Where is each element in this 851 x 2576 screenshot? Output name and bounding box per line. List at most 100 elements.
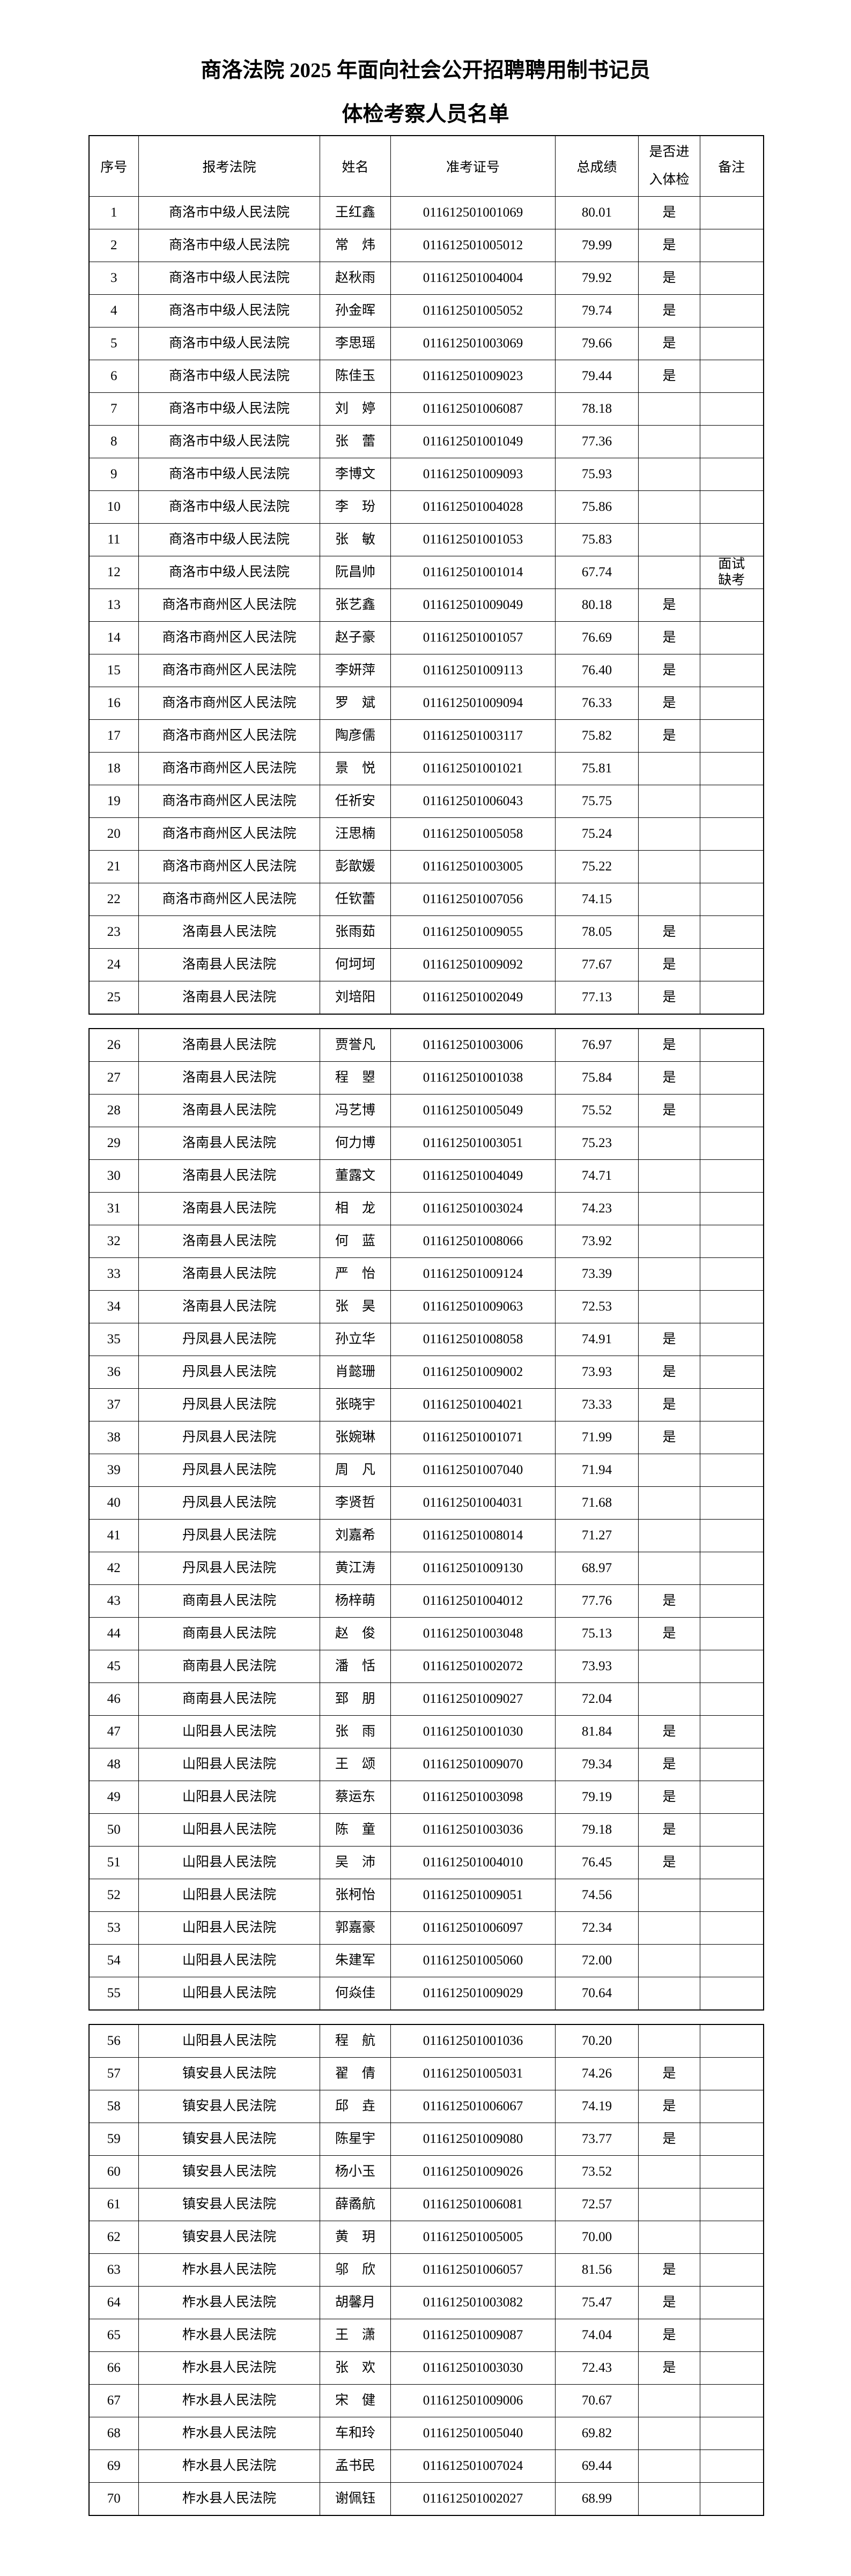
cell-score: 72.57 <box>555 2188 639 2221</box>
cell-medical <box>638 1977 700 2011</box>
cell-score: 75.52 <box>555 1094 639 1127</box>
table-row: 15 商洛市商州区人民法院 李妍萍 011612501009113 76.40 是 <box>88 654 764 687</box>
table-row: 16 商洛市商州区人民法院罗 斌 011612501009094 76.33 是 <box>88 687 764 720</box>
table-row: 44 商南县人民法院赵 俊 011612501003048 75.13 是 <box>88 1617 764 1650</box>
cell-name: 刘嘉希 <box>320 1519 391 1552</box>
cell-no: 34 <box>88 1290 139 1323</box>
cell-ticket: 011612501009063 <box>390 1290 556 1323</box>
table-row: 27 洛南县人民法院程 曌 011612501001038 75.84 是 <box>88 1061 764 1095</box>
table-row: 59 镇安县人民法院 陈星宇 011612501009080 73.77 是 <box>88 2123 764 2156</box>
cell-ticket: 011612501009080 <box>390 2123 556 2156</box>
cell-ticket: 011612501003030 <box>390 2351 556 2385</box>
cell-remark <box>700 1323 764 1356</box>
cell-ticket: 011612501009092 <box>390 948 556 981</box>
cell-court: 柞水县人民法院 <box>138 2450 320 2483</box>
cell-remark <box>700 883 764 916</box>
cell-no: 1 <box>88 196 139 229</box>
table-row: 31 洛南县人民法院相 龙 011612501003024 74.23 <box>88 1192 764 1225</box>
cell-medical: 是 <box>638 2057 700 2090</box>
cell-ticket: 011612501006087 <box>390 392 556 426</box>
cell-medical: 是 <box>638 621 700 654</box>
cell-score: 75.84 <box>555 1061 639 1095</box>
cell-medical <box>638 425 700 458</box>
cell-no: 68 <box>88 2417 139 2450</box>
cell-remark <box>700 1519 764 1552</box>
cell-court: 柞水县人民法院 <box>138 2319 320 2352</box>
cell-remark <box>700 2090 764 2123</box>
cell-ticket: 011612501002027 <box>390 2482 556 2516</box>
cell-remark <box>700 1977 764 2011</box>
cell-remark <box>700 1028 764 1062</box>
column-header-no: 序号 <box>88 135 139 197</box>
cell-remark <box>700 2351 764 2385</box>
cell-no: 22 <box>88 883 139 916</box>
table-row: 13 商洛市商州区人民法院 张艺鑫 011612501009049 80.18 是 <box>88 589 764 622</box>
cell-no: 48 <box>88 1748 139 1781</box>
cell-no: 37 <box>88 1388 139 1421</box>
cell-no: 54 <box>88 1944 139 1977</box>
cell-ticket: 011612501001053 <box>390 523 556 556</box>
column-header-name: 姓名 <box>320 135 391 197</box>
cell-remark <box>700 1813 764 1847</box>
cell-score: 72.34 <box>555 1911 639 1945</box>
cell-score: 67.74 <box>555 556 639 589</box>
cell-score: 75.81 <box>555 752 639 785</box>
cell-score: 70.64 <box>555 1977 639 2011</box>
cell-remark <box>700 2384 764 2417</box>
cell-no: 61 <box>88 2188 139 2221</box>
roster-table-page-3: 56 山阳县人民法院程 航 011612501001036 70.20 57 镇安县人民法… <box>88 2024 764 2516</box>
cell-ticket: 011612501009130 <box>390 1552 556 1585</box>
cell-no: 33 <box>88 1257 139 1291</box>
table-row: 4 商洛市中级人民法院 孙金晖 011612501005052 79.74 是 <box>88 294 764 327</box>
cell-name: 肖懿珊 <box>320 1356 391 1389</box>
cell-court: 商洛市中级人民法院 <box>138 262 320 295</box>
cell-score: 75.83 <box>555 523 639 556</box>
cell-court: 山阳县人民法院 <box>138 1748 320 1781</box>
cell-ticket: 011612501005058 <box>390 817 556 851</box>
table-row: 68 柞水县人民法院 车和玲 011612501005040 69.82 <box>88 2417 764 2450</box>
cell-remark <box>700 2221 764 2254</box>
table-row: 41 丹凤县人民法院 刘嘉希 011612501008014 71.27 <box>88 1519 764 1552</box>
cell-no: 9 <box>88 458 139 491</box>
cell-court: 商洛市中级人民法院 <box>138 229 320 262</box>
cell-ticket: 011612501005012 <box>390 229 556 262</box>
table-row: 28 洛南县人民法院 冯艺博 011612501005049 75.52 是 <box>88 1094 764 1127</box>
cell-court: 柞水县人民法院 <box>138 2417 320 2450</box>
table-row: 38 丹凤县人民法院 张婉琳 011612501001071 71.99 是 <box>88 1421 764 1454</box>
cell-ticket: 011612501007040 <box>390 1454 556 1487</box>
table-row: 69 柞水县人民法院 孟书民 011612501007024 69.44 <box>88 2450 764 2483</box>
cell-court: 商洛市中级人民法院 <box>138 490 320 524</box>
cell-score: 75.22 <box>555 850 639 883</box>
cell-name: 陈 童 <box>320 1813 391 1847</box>
cell-medical: 是 <box>638 229 700 262</box>
cell-court: 柞水县人民法院 <box>138 2351 320 2385</box>
cell-ticket: 011612501009006 <box>390 2384 556 2417</box>
cell-remark <box>700 1356 764 1389</box>
table-row: 35 丹凤县人民法院 孙立华 011612501008058 74.91 是 <box>88 1323 764 1356</box>
cell-medical: 是 <box>638 2123 700 2156</box>
roster-table-page-2: 26 洛南县人民法院 贾誉凡 011612501003006 76.97 是 27 洛南县人民… <box>88 1028 764 2011</box>
cell-medical: 是 <box>638 654 700 687</box>
cell-ticket: 011612501007024 <box>390 2450 556 2483</box>
cell-court: 柞水县人民法院 <box>138 2253 320 2287</box>
cell-ticket: 011612501004031 <box>390 1486 556 1520</box>
cell-score: 75.93 <box>555 458 639 491</box>
cell-remark <box>700 1715 764 1748</box>
cell-medical <box>638 490 700 524</box>
cell-medical <box>638 2450 700 2483</box>
cell-score: 71.68 <box>555 1486 639 1520</box>
cell-remark <box>700 458 764 491</box>
cell-score: 79.99 <box>555 229 639 262</box>
cell-no: 60 <box>88 2155 139 2188</box>
cell-name: 胡馨月 <box>320 2286 391 2319</box>
cell-court: 山阳县人民法院 <box>138 1944 320 1977</box>
cell-no: 42 <box>88 1552 139 1585</box>
cell-name: 张 雨 <box>320 1715 391 1748</box>
table-row: 33 洛南县人民法院严 怡 011612501009124 73.39 <box>88 1257 764 1291</box>
table-row: 39 丹凤县人民法院周 凡 011612501007040 71.94 <box>88 1454 764 1487</box>
cell-medical: 是 <box>638 687 700 720</box>
cell-ticket: 011612501009026 <box>390 2155 556 2188</box>
cell-remark <box>700 850 764 883</box>
cell-name: 张 欢 <box>320 2351 391 2385</box>
cell-name: 车和玲 <box>320 2417 391 2450</box>
